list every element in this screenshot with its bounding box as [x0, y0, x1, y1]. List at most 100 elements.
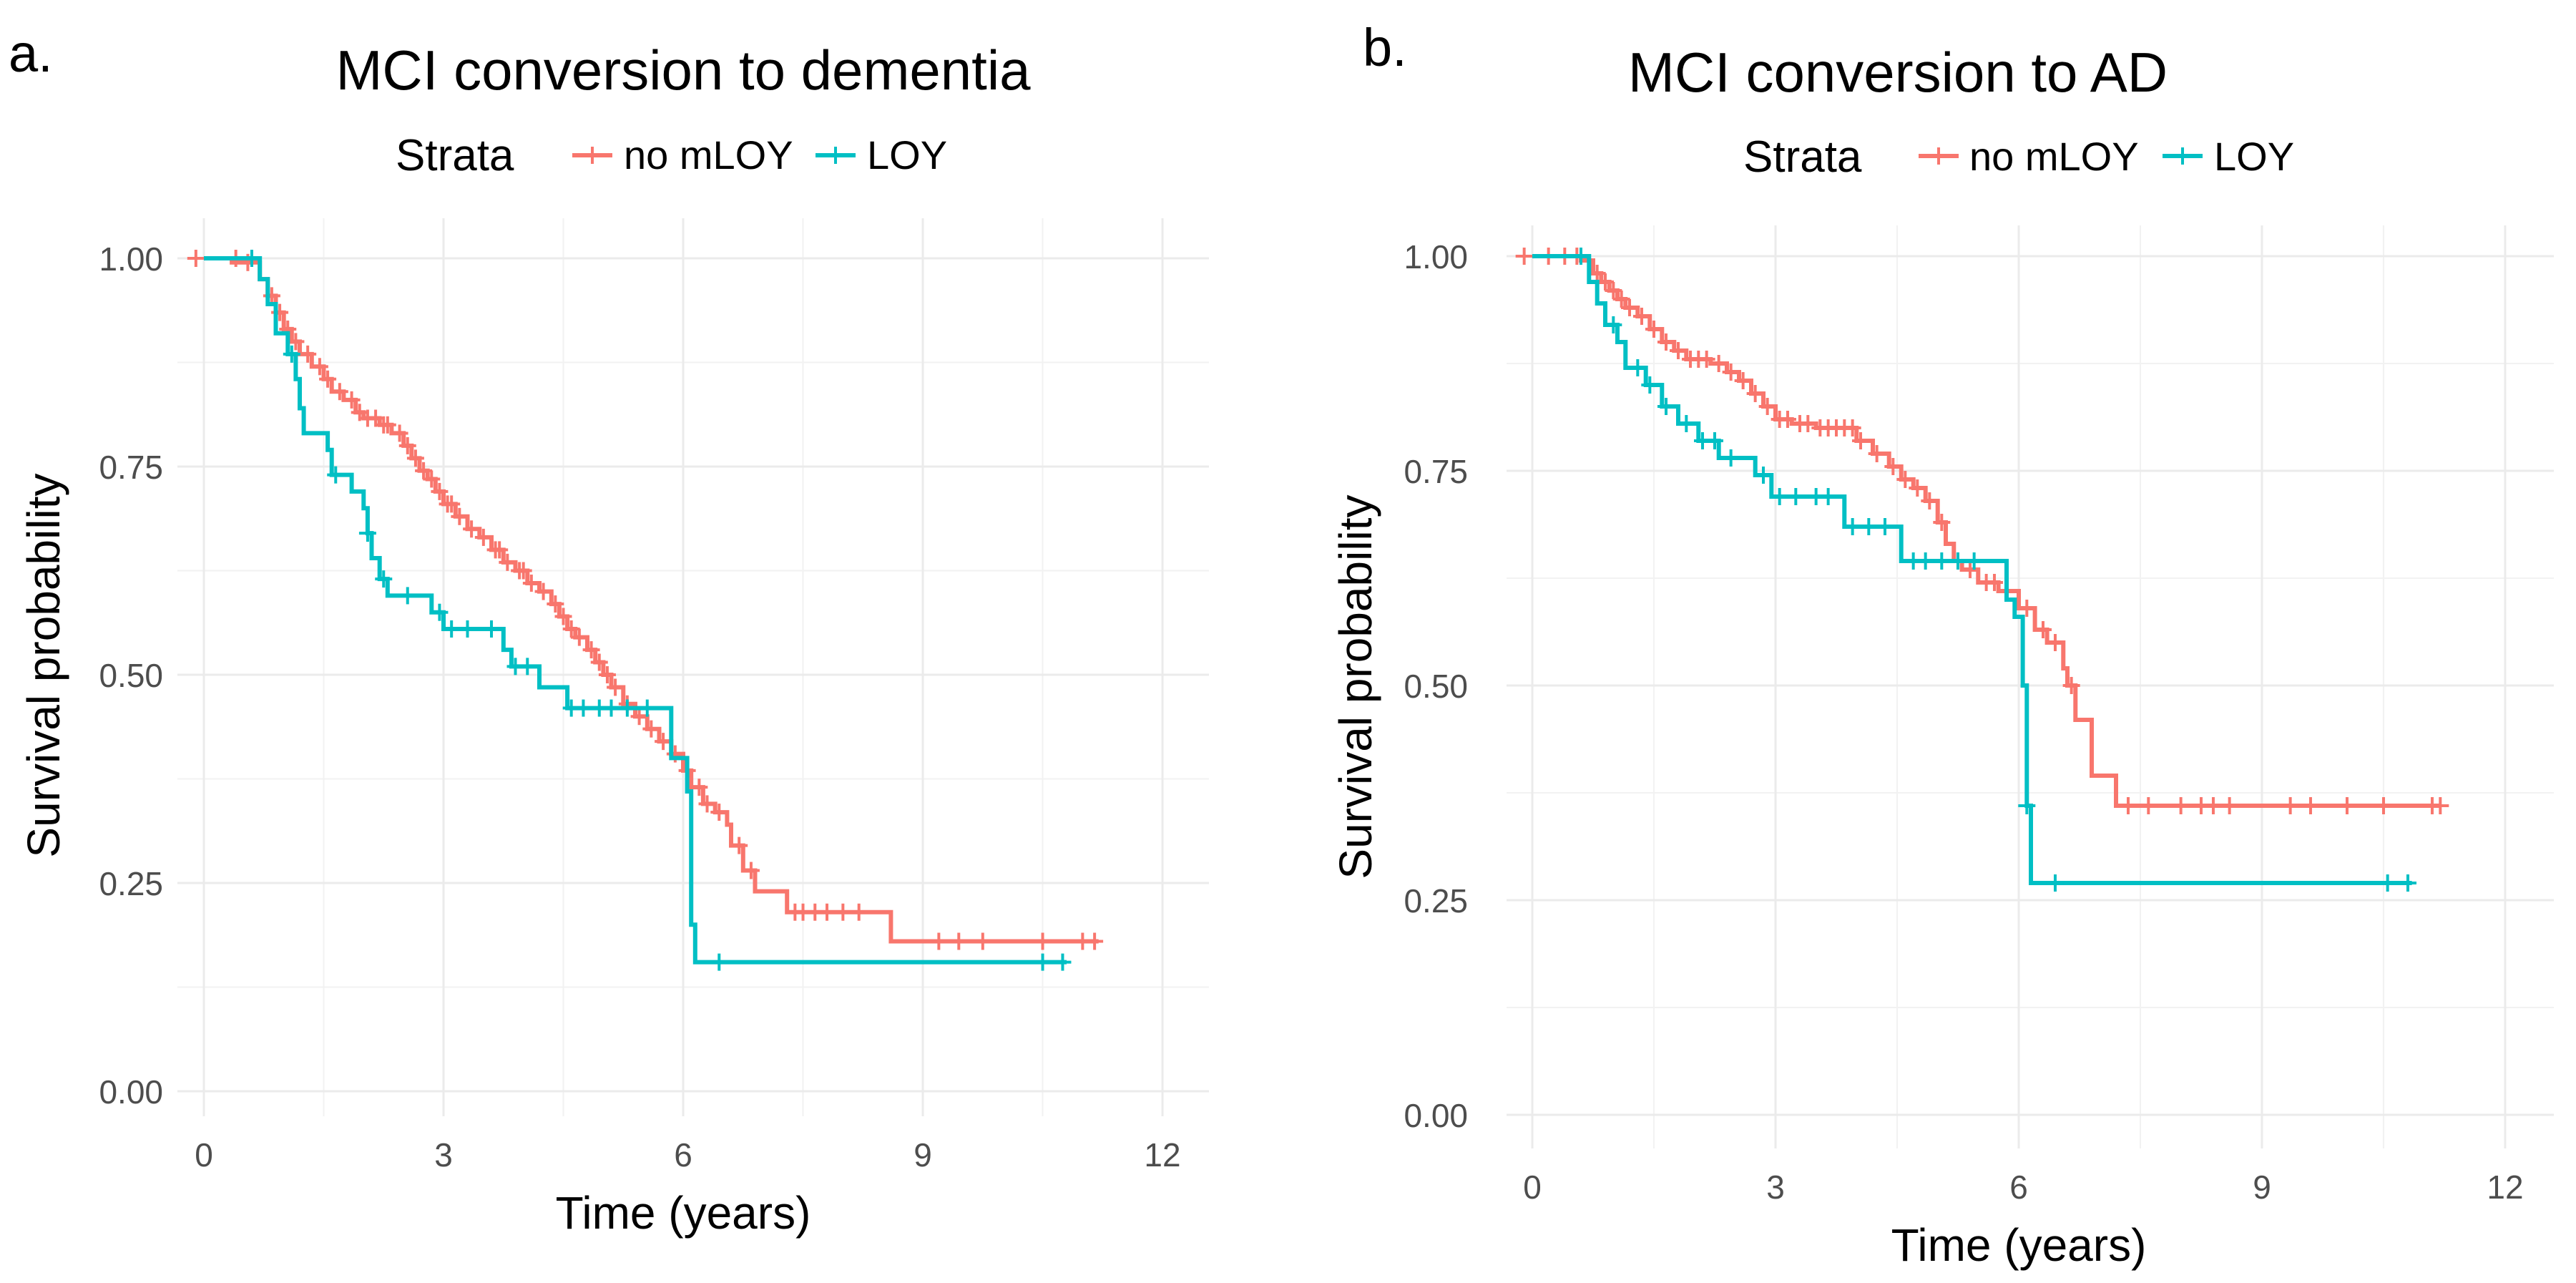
panel-b-censor-mark-no-mloy [1909, 479, 1926, 497]
panel-a-y-axis-title: Survival probability [18, 473, 69, 857]
panel-a-censor-mark-no-mloy [499, 553, 516, 571]
panel-b-censor-mark-no-mloy [2431, 797, 2449, 814]
panel-a-ytick-label: 1.00 [99, 240, 163, 278]
panel-b-censor-mark-no-mloy [1985, 574, 2003, 591]
panel-b-censor-mark-no-mloy [1884, 458, 1902, 475]
panel-b-ytick-label: 0.00 [1404, 1097, 1468, 1134]
panel-b-censor-mark-no-mloy [1698, 351, 1715, 368]
panel-b-xtick-label: 9 [2253, 1169, 2271, 1206]
panel-a-xtick-label: 0 [195, 1136, 213, 1174]
panel-a-censor-mark-no-mloy [514, 562, 532, 580]
panel-a-censor-mark-no-mloy [187, 250, 205, 267]
panel-a-ytick-label: 0.25 [99, 865, 163, 902]
panel-b-plot-data [1515, 248, 2449, 892]
panel-a-censor-mark-no-mloy [431, 482, 449, 500]
panel-a-censor-mark-loy [1034, 953, 1052, 971]
panel-b-y-axis-title: Survival probability [1330, 494, 1381, 879]
panel-a-censor-mark-no-mloy [950, 932, 968, 950]
panel-a-xtick-label: 12 [1144, 1136, 1180, 1174]
panel-b-y-tick-labels: 0.00 0.25 0.50 0.75 1.00 [1404, 238, 1468, 1134]
panel-b-censor-mark-loy [1876, 518, 1894, 535]
panel-a-censor-mark-loy [574, 699, 592, 717]
panel-a-censor-mark-no-mloy [554, 608, 572, 625]
panel-a-censor-mark-no-mloy [443, 495, 461, 513]
panel-b-censor-mark-loy [2018, 797, 2036, 814]
panel-b-censor-mark-no-mloy [1596, 273, 1614, 291]
panel-a-censor-mark-loy [483, 620, 501, 638]
panel-b-censor-mark-no-mloy [2018, 600, 2036, 617]
panel-b-legend-label-no-mloy: no mLOY [1969, 134, 2139, 179]
panel-b-letter: b. [1363, 18, 1407, 77]
panel-a-curve-no-mloy [204, 256, 1099, 944]
panel-a-censor-mark-no-mloy [378, 416, 396, 434]
panel-b-ytick-label: 1.00 [1404, 238, 1468, 275]
panel-a-censor-mark-no-mloy [698, 795, 716, 813]
panel-b-x-axis-title: Time (years) [1891, 1219, 2147, 1271]
panel-b-censor-mark-loy [1657, 398, 1675, 415]
panel-a-censor-mark-no-mloy [690, 779, 708, 796]
panel-a-legend-key-no-mloy [572, 147, 612, 164]
panel-a-censor-mark-no-mloy [818, 903, 836, 921]
panel-a-censor-mark-no-mloy [974, 932, 991, 950]
panel-a-censor-mark-loy [327, 466, 345, 484]
panel-a-legend-title: Strata [396, 131, 514, 180]
panel-a-censor-mark-loy [375, 570, 393, 588]
panel-a-censor-mark-no-mloy [547, 595, 564, 613]
panel-b-censor-mark-no-mloy [1620, 299, 1638, 316]
panel-b-censor-mark-loy [1771, 488, 1788, 505]
panel-a-censor-mark-no-mloy [391, 424, 408, 442]
panel-b-censor-mark-no-mloy [2046, 634, 2064, 651]
panel-b-censor-mark-loy [2046, 874, 2064, 892]
panel-b-censor-mark-loy [1572, 248, 1590, 265]
panel-a-censor-mark-no-mloy [834, 903, 852, 921]
panel-a-censor-mark-no-mloy [287, 333, 305, 351]
panel-a-censor-mark-no-mloy [406, 449, 424, 467]
panel-b-title: MCI conversion to AD [1628, 41, 2168, 104]
panel-b-censor-mark-loy [1722, 449, 1740, 467]
panel-a-censor-mark-loy [431, 603, 449, 621]
panel-b-censor-mark-no-mloy [1632, 308, 1650, 325]
panel-b-censor-mark-no-mloy [1851, 432, 1869, 449]
panel-a-censor-mark-loy [519, 658, 537, 675]
panel-b-censor-mark-loy [1860, 518, 1878, 535]
panel-a-censor-mark-no-mloy [930, 932, 948, 950]
panel-b-censor-mark-loy [1641, 376, 1659, 394]
panel-a-censor-mark-loy [638, 699, 656, 717]
panel-a-censor-mark-loy [459, 620, 476, 638]
panel-a-censor-mark-no-mloy [630, 708, 648, 726]
panel-a-censor-mark-no-mloy [522, 574, 540, 592]
panel-b-censor-mark-loy [1965, 552, 1983, 570]
panel-a-censor-mark-no-mloy [474, 528, 492, 546]
panel-b-legend-label-loy: LOY [2214, 134, 2294, 179]
panel-b-censor-mark-loy [1949, 552, 1967, 570]
panel-a-xtick-label: 6 [674, 1136, 692, 1174]
panel-b-censor-mark-no-mloy [1843, 419, 1861, 436]
panel-a-censor-mark-no-mloy [463, 520, 481, 538]
panel-b-censor-mark-no-mloy [1669, 342, 1687, 359]
panel-b-censor-mark-no-mloy [1961, 561, 1979, 578]
panel-a-censor-mark-loy [358, 525, 376, 542]
panel-b-x-tick-labels: 0 3 6 9 12 [1523, 1169, 2523, 1206]
panel-b-censor-mark-loy [1629, 359, 1647, 376]
panel-b-ytick-label: 0.25 [1404, 882, 1468, 919]
panel-b-censor-mark-no-mloy [2119, 797, 2137, 814]
panel-a-legend-key-loy [816, 147, 856, 164]
panel-a-censor-mark-no-mloy [570, 628, 588, 646]
panel-b-censor-mark-loy [1787, 488, 1805, 505]
panel-a-x-axis-title: Time (years) [556, 1187, 811, 1239]
panel-a-ytick-label: 0.00 [99, 1073, 163, 1111]
panel-b-xtick-label: 6 [2009, 1169, 2028, 1206]
panel-a-censor-mark-no-mloy [1086, 932, 1104, 950]
panel-a-censor-mark-no-mloy [582, 641, 600, 659]
panel-a-censor-mark-no-mloy [655, 733, 672, 751]
panel-a-censor-mark-no-mloy [742, 862, 760, 879]
panel-a-censor-mark-no-mloy [310, 358, 328, 376]
panel-b-censor-mark-no-mloy [2172, 797, 2190, 814]
panel-a-censor-mark-no-mloy [343, 391, 361, 409]
panel-a-censor-mark-loy [243, 250, 261, 267]
panel-b-xtick-label: 3 [1766, 1169, 1785, 1206]
panel-a-censor-mark-no-mloy [562, 620, 580, 638]
panel-b-censor-mark-no-mloy [1799, 415, 1817, 432]
panel-a-xtick-label: 3 [434, 1136, 453, 1174]
panel-b-censor-mark-loy [1843, 518, 1861, 535]
